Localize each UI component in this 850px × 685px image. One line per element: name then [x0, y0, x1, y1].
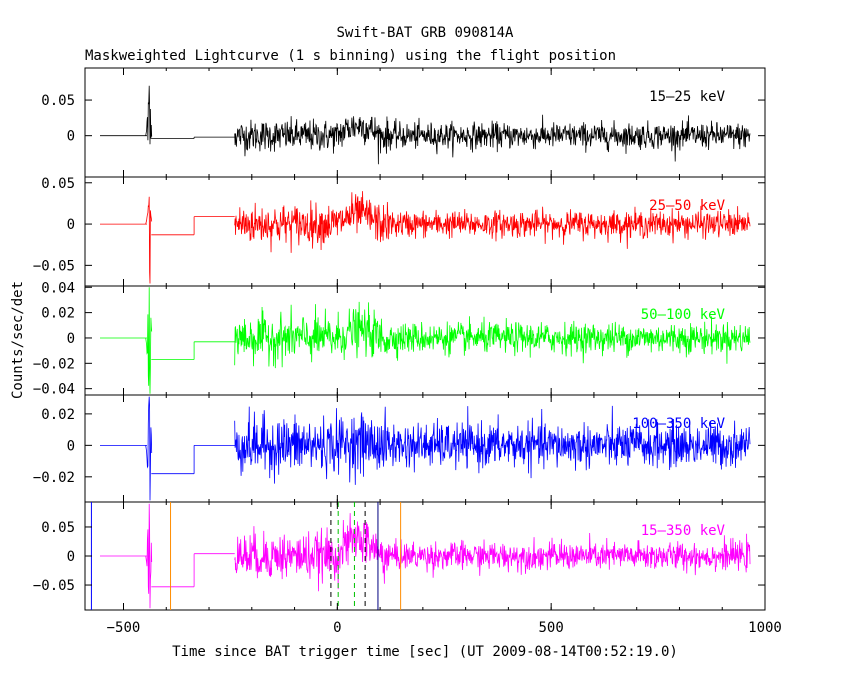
y-tick-label: 0.04 — [41, 280, 75, 296]
lightcurve-series — [100, 85, 751, 165]
panel-3: −0.02 0 0.02 100–350 keV — [33, 394, 766, 503]
y-tick-label: −0.04 — [33, 382, 75, 398]
chart-subtitle: Maskweighted Lightcurve (1 s binning) us… — [85, 48, 616, 64]
panel-plot-area — [100, 396, 751, 501]
y-tick-label: 0.05 — [41, 176, 75, 192]
panel-1: −0.05 0 0.05 25–50 keV — [33, 176, 766, 287]
y-tick-label: 0 — [67, 331, 75, 347]
band-label: 100–350 keV — [632, 416, 725, 432]
x-tick-label: −500 — [107, 620, 141, 636]
lightcurve-series — [100, 396, 751, 501]
lightcurve-series — [100, 287, 751, 394]
panel-plot-area — [90, 502, 751, 610]
band-label: 15–350 keV — [641, 523, 726, 539]
y-tick-label: −0.02 — [33, 470, 75, 486]
y-tick-label: 0 — [67, 549, 75, 565]
band-label: 15–25 keV — [649, 89, 725, 105]
y-tick-label: 0 — [67, 438, 75, 454]
chart-title: Swift-BAT GRB 090814A — [336, 25, 514, 41]
y-tick-label: 0 — [67, 129, 75, 145]
x-tick-label: 500 — [539, 620, 564, 636]
lightcurve-series — [100, 503, 751, 609]
y-tick-label: 0.02 — [41, 407, 75, 423]
band-label: 50–100 keV — [641, 307, 726, 323]
x-axis-label: Time since BAT trigger time [sec] (UT 20… — [172, 644, 678, 660]
y-tick-label: 0 — [67, 217, 75, 233]
y-tick-label: −0.05 — [33, 578, 75, 594]
panel-plot-area — [100, 287, 751, 394]
panel-plot-area — [100, 191, 751, 284]
y-tick-label: 0.02 — [41, 306, 75, 322]
band-label: 25–50 keV — [649, 198, 725, 214]
lightcurve-series — [100, 191, 751, 284]
x-tick-label: 1000 — [748, 620, 782, 636]
panel-2: −0.04 −0.02 0 0.02 0.04 50–100 keV — [33, 280, 766, 398]
y-tick-label: 0.05 — [41, 93, 75, 109]
panel-4: −0.05 0 0.05 15–350 keV — [33, 501, 766, 611]
y-axis-label: Counts/sec/det — [10, 281, 26, 399]
panel-plot-area — [100, 85, 751, 165]
panel-0: 0 0.05 15–25 keV — [41, 67, 766, 178]
y-tick-label: −0.05 — [33, 258, 75, 274]
y-tick-label: −0.02 — [33, 356, 75, 372]
x-tick-label: 0 — [333, 620, 341, 636]
y-tick-label: 0.05 — [41, 520, 75, 536]
